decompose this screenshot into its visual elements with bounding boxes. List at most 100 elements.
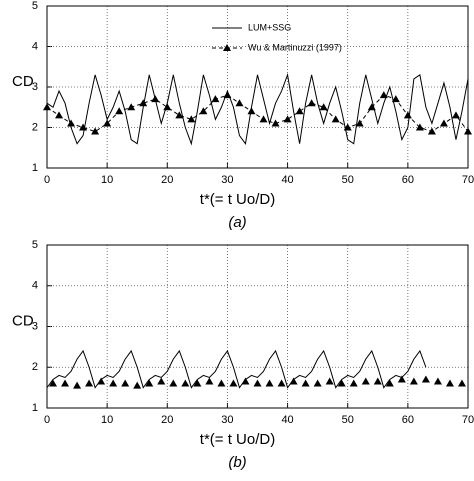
plot-frame	[46, 5, 469, 169]
x-tick-label: 20	[161, 174, 173, 186]
marker	[271, 119, 280, 127]
marker	[451, 111, 460, 119]
marker	[379, 91, 388, 99]
marker	[115, 107, 124, 115]
x-tick-label: 10	[101, 414, 113, 426]
x-tick-label: 50	[342, 414, 354, 426]
marker	[109, 379, 118, 387]
marker	[73, 381, 82, 389]
marker	[439, 119, 448, 127]
y-tick-label: 2	[32, 121, 38, 133]
marker	[433, 377, 442, 385]
marker	[464, 127, 472, 135]
marker	[295, 107, 304, 115]
marker	[247, 107, 256, 115]
marker	[391, 95, 400, 103]
marker	[229, 379, 238, 387]
y-tick-label: 1	[32, 162, 38, 174]
marker	[319, 103, 328, 111]
marker	[445, 379, 454, 387]
marker	[151, 95, 160, 103]
marker	[163, 103, 172, 111]
legend-marker	[223, 44, 231, 51]
marker	[277, 379, 286, 387]
marker	[289, 377, 298, 385]
marker	[67, 119, 76, 127]
marker	[331, 115, 340, 123]
marker	[217, 379, 226, 387]
marker	[373, 377, 382, 385]
marker	[361, 377, 370, 385]
x-tick-label: 30	[221, 174, 233, 186]
marker	[337, 379, 346, 387]
marker	[55, 111, 64, 119]
marker	[145, 379, 154, 387]
x-axis-label: t*(= t Uo/D)	[200, 191, 275, 208]
marker	[187, 115, 196, 123]
series-line	[46, 72, 469, 146]
x-tick-label: 50	[342, 174, 354, 186]
x-tick-label: 0	[44, 414, 50, 426]
marker	[133, 381, 142, 389]
marker	[79, 123, 88, 131]
y-tick-label: 5	[32, 239, 38, 251]
marker	[301, 379, 310, 387]
x-tick-label: 40	[281, 174, 293, 186]
marker	[235, 99, 244, 107]
x-axis-label: t*(= t Uo/D)	[200, 431, 275, 448]
marker	[313, 379, 322, 387]
marker	[253, 379, 262, 387]
marker	[265, 379, 274, 387]
y-tick-label: 4	[32, 40, 38, 52]
series-line	[46, 94, 469, 133]
marker	[193, 379, 202, 387]
marker	[103, 119, 112, 127]
y-tick-label: 2	[32, 361, 38, 373]
x-tick-label: 30	[221, 414, 233, 426]
marker	[307, 99, 316, 107]
marker	[385, 379, 394, 387]
marker	[199, 107, 208, 115]
marker	[169, 379, 178, 387]
marker	[457, 379, 466, 387]
marker	[85, 379, 94, 387]
x-tick-label: 20	[161, 414, 173, 426]
marker	[121, 379, 130, 387]
marker	[127, 103, 136, 111]
marker	[343, 123, 352, 131]
x-tick-label: 10	[101, 174, 113, 186]
marker	[355, 119, 364, 127]
x-tick-label: 40	[281, 414, 293, 426]
x-tick-label: 0	[44, 174, 50, 186]
y-tick-label: 4	[32, 280, 38, 292]
marker	[349, 379, 358, 387]
marker	[43, 103, 51, 111]
marker	[421, 375, 430, 383]
marker	[403, 111, 412, 119]
x-tick-label: 70	[462, 414, 474, 426]
marker	[427, 127, 436, 135]
marker	[181, 379, 190, 387]
marker	[211, 95, 220, 103]
marker	[49, 379, 58, 387]
marker	[175, 111, 184, 119]
marker	[367, 103, 376, 111]
marker	[91, 127, 100, 135]
x-tick-label: 60	[402, 174, 414, 186]
plot-frame	[46, 244, 469, 409]
caption: (b)	[228, 454, 246, 471]
series-line	[46, 349, 427, 389]
x-tick-label: 70	[462, 174, 474, 186]
y-tick-label: 3	[32, 81, 38, 93]
y-axis-label: CD	[12, 73, 34, 90]
x-tick-label: 60	[402, 414, 414, 426]
legend-label: LUM+SSG	[248, 22, 291, 32]
marker	[61, 379, 70, 387]
y-axis-label: CD	[12, 312, 34, 329]
marker	[97, 377, 106, 385]
y-tick-label: 1	[32, 402, 38, 414]
legend-label: Wu & Martinuzzi (1997)	[248, 42, 342, 52]
marker	[283, 115, 292, 123]
marker	[259, 115, 268, 123]
